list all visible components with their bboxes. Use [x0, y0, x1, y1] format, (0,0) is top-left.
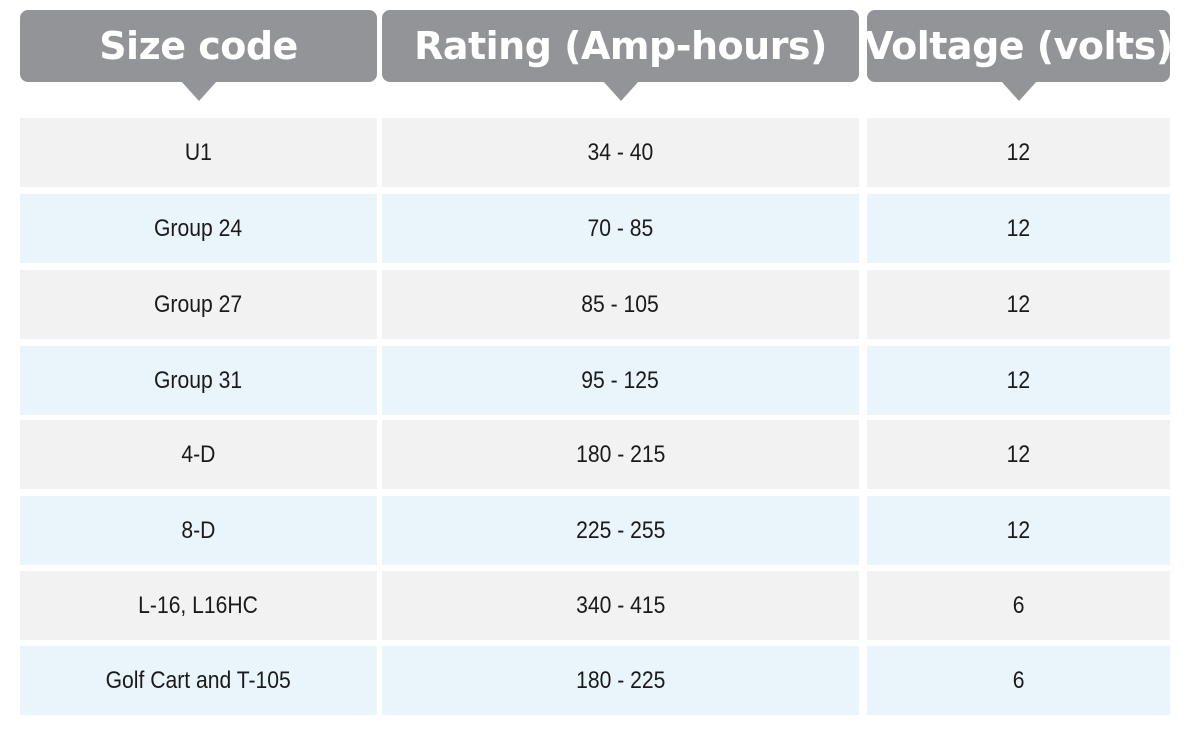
- cell-text: 12: [1006, 366, 1031, 394]
- table-cell: 12: [867, 194, 1170, 263]
- column-header: Voltage (volts): [867, 10, 1170, 82]
- table-cell: Group 24: [20, 194, 377, 263]
- table-cell: 95 - 125: [382, 346, 859, 415]
- cell-text: 70 - 85: [587, 214, 654, 242]
- column-header: Size code: [20, 10, 377, 82]
- cell-text: 340 - 415: [575, 591, 666, 619]
- table-cell: 180 - 225: [382, 646, 859, 715]
- cell-text: 6: [1012, 591, 1025, 619]
- table-cell: 70 - 85: [382, 194, 859, 263]
- cell-text: 85 - 105: [581, 290, 660, 318]
- cell-text: 12: [1006, 290, 1031, 318]
- cell-text: Group 31: [154, 366, 243, 394]
- cell-text: 95 - 125: [581, 366, 660, 394]
- cell-text: 8-D: [181, 516, 216, 544]
- header-arrow: [602, 81, 639, 101]
- table-cell: 12: [867, 346, 1170, 415]
- cell-text: 12: [1006, 516, 1031, 544]
- cell-text: 6: [1012, 666, 1025, 694]
- cell-text: U1: [184, 138, 213, 166]
- table-cell: 225 - 255: [382, 496, 859, 565]
- table-cell: 340 - 415: [382, 571, 859, 640]
- cell-text: 12: [1006, 138, 1031, 166]
- table-cell: U1: [20, 118, 377, 187]
- cell-text: 12: [1006, 440, 1031, 468]
- table-cell: 12: [867, 118, 1170, 187]
- table-cell: 6: [867, 571, 1170, 640]
- table-cell: L-16, L16HC: [20, 571, 377, 640]
- cell-text: 4-D: [181, 440, 216, 468]
- cell-text: 34 - 40: [587, 138, 654, 166]
- table-cell: 8-D: [20, 496, 377, 565]
- table-cell: Group 31: [20, 346, 377, 415]
- cell-text: L-16, L16HC: [138, 591, 259, 619]
- cell-text: 225 - 255: [575, 516, 666, 544]
- cell-text: 180 - 215: [575, 440, 666, 468]
- column-header: Rating (Amp-hours): [382, 10, 859, 82]
- table-cell: 12: [867, 270, 1170, 339]
- table-cell: 12: [867, 496, 1170, 565]
- table-cell: 6: [867, 646, 1170, 715]
- header-arrow: [180, 81, 217, 101]
- table-cell: 85 - 105: [382, 270, 859, 339]
- cell-text: 12: [1006, 214, 1031, 242]
- table-cell: 4-D: [20, 420, 377, 489]
- cell-text: 180 - 225: [575, 666, 666, 694]
- cell-text: Group 27: [154, 290, 243, 318]
- cell-text: Golf Cart and T-105: [105, 666, 292, 694]
- header-arrow: [1000, 81, 1037, 101]
- table-cell: 34 - 40: [382, 118, 859, 187]
- table-cell: Group 27: [20, 270, 377, 339]
- table-cell: Golf Cart and T-105: [20, 646, 377, 715]
- table-cell: 180 - 215: [382, 420, 859, 489]
- cell-text: Group 24: [154, 214, 243, 242]
- table-cell: 12: [867, 420, 1170, 489]
